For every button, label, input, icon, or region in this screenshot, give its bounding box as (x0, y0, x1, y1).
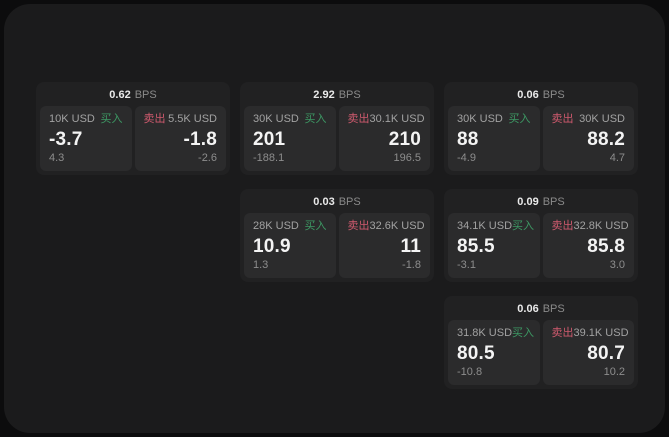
buy-amount: 34.1K USD (457, 220, 513, 232)
buy-price: 201 (253, 128, 286, 150)
sell-price: 11 (400, 235, 421, 257)
bps-unit-label: BPS (338, 89, 361, 101)
buy-side-label: 买入 (100, 113, 123, 125)
buy-quote-tile[interactable]: 34.1K USD 买入 85.5 -3.1 (448, 213, 540, 278)
sell-delta: 3.0 (609, 259, 625, 271)
sell-side-label: 卖出 (551, 113, 574, 125)
buy-delta: -4.9 (457, 152, 476, 164)
sell-side-label: 卖出 (347, 220, 370, 232)
quotes-page: 0.62 BPS 10K USD 买入 -3.7 4.3 卖出 5.5K USD… (4, 4, 665, 433)
sell-delta: -1.8 (402, 259, 421, 271)
buy-delta: -10.8 (457, 366, 483, 378)
buy-side-label: 买入 (512, 327, 535, 339)
bps-unit-label: BPS (134, 89, 157, 101)
sell-price: 85.8 (587, 235, 625, 257)
buy-side-label: 买入 (508, 113, 531, 125)
sell-quote-tile[interactable]: 卖出 39.1K USD 80.7 10.2 (542, 320, 634, 385)
card-header: 0.09 BPS (444, 189, 638, 213)
sell-quote-tile[interactable]: 卖出 32.6K USD 11 -1.8 (338, 213, 430, 278)
bps-value: 0.06 (517, 303, 539, 315)
buy-side-label: 买入 (512, 220, 535, 232)
sell-amount: 39.1K USD (573, 327, 629, 339)
sell-amount: 32.6K USD (369, 220, 425, 232)
bps-value: 0.06 (517, 89, 539, 101)
buy-amount: 30K USD (457, 113, 503, 125)
quote-panels: 10K USD 买入 -3.7 4.3 卖出 5.5K USD -1.8 -2.… (36, 106, 230, 175)
buy-delta: -188.1 (253, 152, 285, 164)
sell-delta: 4.7 (609, 152, 625, 164)
card-header: 0.06 BPS (444, 296, 638, 320)
quote-panels: 34.1K USD 买入 85.5 -3.1 卖出 32.8K USD 85.8… (444, 213, 638, 282)
sell-side-label: 卖出 (347, 113, 370, 125)
quote-card: 0.06 BPS 30K USD 买入 88 -4.9 卖出 30K USD 8… (444, 82, 638, 175)
sell-delta: 196.5 (393, 152, 421, 164)
bps-unit-label: BPS (542, 196, 565, 208)
buy-side-label: 买入 (304, 220, 327, 232)
sell-delta: 10.2 (603, 366, 625, 378)
card-header: 0.03 BPS (240, 189, 434, 213)
sell-amount: 30K USD (579, 113, 625, 125)
quote-panels: 30K USD 买入 88 -4.9 卖出 30K USD 88.2 4.7 (444, 106, 638, 175)
buy-delta: -3.1 (457, 259, 476, 271)
sell-side-label: 卖出 (551, 327, 574, 339)
sell-side-label: 卖出 (551, 220, 574, 232)
quote-card: 0.03 BPS 28K USD 买入 10.9 1.3 卖出 32.6K US… (240, 189, 434, 282)
sell-price: 88.2 (587, 128, 625, 150)
buy-delta: 4.3 (49, 152, 65, 164)
sell-delta: -2.6 (198, 152, 217, 164)
quote-panels: 30K USD 买入 201 -188.1 卖出 30.1K USD 210 1… (240, 106, 434, 175)
quote-card: 2.92 BPS 30K USD 买入 201 -188.1 卖出 30.1K … (240, 82, 434, 175)
buy-side-label: 买入 (304, 113, 327, 125)
quote-card: 0.06 BPS 31.8K USD 买入 80.5 -10.8 卖出 39.1… (444, 296, 638, 389)
sell-quote-tile[interactable]: 卖出 5.5K USD -1.8 -2.6 (134, 106, 226, 171)
sell-price: -1.8 (183, 128, 217, 150)
sell-quote-tile[interactable]: 卖出 30K USD 88.2 4.7 (542, 106, 634, 171)
buy-amount: 30K USD (253, 113, 299, 125)
sell-price: 80.7 (587, 342, 625, 364)
buy-amount: 28K USD (253, 220, 299, 232)
quote-card: 0.09 BPS 34.1K USD 买入 85.5 -3.1 卖出 32.8K… (444, 189, 638, 282)
buy-quote-tile[interactable]: 30K USD 买入 201 -188.1 (244, 106, 336, 171)
bps-value: 0.03 (313, 196, 335, 208)
card-header: 0.06 BPS (444, 82, 638, 106)
buy-price: 85.5 (457, 235, 495, 257)
card-header: 0.62 BPS (36, 82, 230, 106)
quote-panels: 31.8K USD 买入 80.5 -10.8 卖出 39.1K USD 80.… (444, 320, 638, 389)
buy-quote-tile[interactable]: 10K USD 买入 -3.7 4.3 (40, 106, 132, 171)
bps-unit-label: BPS (338, 196, 361, 208)
sell-price: 210 (388, 128, 421, 150)
buy-price: -3.7 (49, 128, 83, 150)
sell-amount: 32.8K USD (573, 220, 629, 232)
buy-amount: 31.8K USD (457, 327, 513, 339)
bps-unit-label: BPS (542, 89, 565, 101)
quote-card: 0.62 BPS 10K USD 买入 -3.7 4.3 卖出 5.5K USD… (36, 82, 230, 175)
bps-unit-label: BPS (542, 303, 565, 315)
buy-price: 10.9 (253, 235, 291, 257)
sell-amount: 30.1K USD (369, 113, 425, 125)
buy-delta: 1.3 (253, 259, 269, 271)
buy-price: 88 (457, 128, 479, 150)
bps-value: 2.92 (313, 89, 335, 101)
sell-quote-tile[interactable]: 卖出 32.8K USD 85.8 3.0 (542, 213, 634, 278)
buy-quote-tile[interactable]: 30K USD 买入 88 -4.9 (448, 106, 540, 171)
buy-price: 80.5 (457, 342, 495, 364)
bps-value: 0.62 (109, 89, 131, 101)
sell-quote-tile[interactable]: 卖出 30.1K USD 210 196.5 (338, 106, 430, 171)
buy-amount: 10K USD (49, 113, 95, 125)
card-header: 2.92 BPS (240, 82, 434, 106)
sell-side-label: 卖出 (143, 113, 166, 125)
buy-quote-tile[interactable]: 28K USD 买入 10.9 1.3 (244, 213, 336, 278)
bps-value: 0.09 (517, 196, 539, 208)
sell-amount: 5.5K USD (168, 113, 217, 125)
buy-quote-tile[interactable]: 31.8K USD 买入 80.5 -10.8 (448, 320, 540, 385)
quote-panels: 28K USD 买入 10.9 1.3 卖出 32.6K USD 11 -1.8 (240, 213, 434, 282)
